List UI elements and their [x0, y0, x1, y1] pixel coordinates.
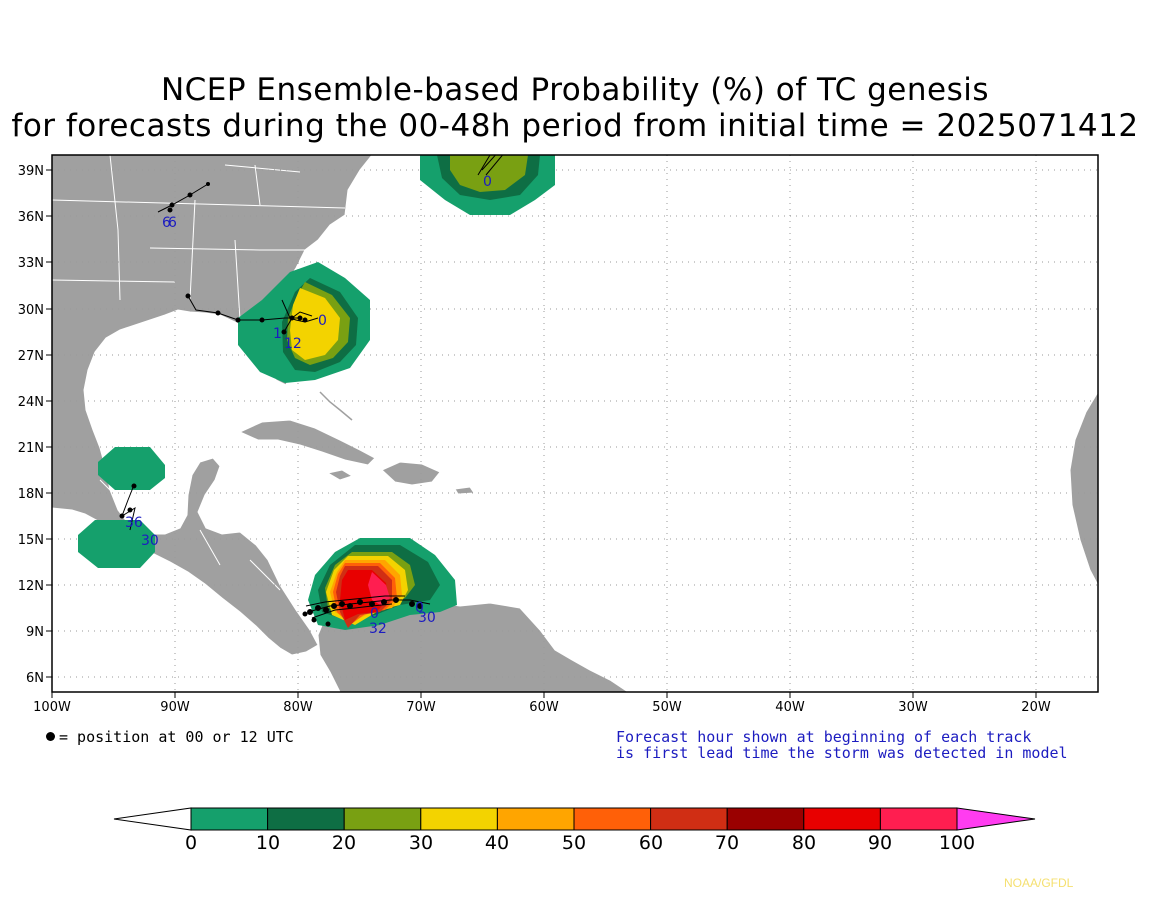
lat-label: 18N — [18, 487, 44, 502]
title-line-2: for forecasts during the 00-48h period f… — [11, 108, 1139, 144]
map-frame — [51, 154, 1099, 693]
colorbar-bin — [879, 807, 958, 831]
lat-label: 24N — [18, 395, 44, 410]
lon-label: 20W — [1021, 700, 1051, 715]
position-legend: = position at 00 or 12 UTC — [46, 728, 294, 746]
africa-land — [1069, 391, 1098, 586]
colorbar-label: 80 — [792, 832, 816, 854]
forecast-note-line-1: Forecast hour shown at beginning of each… — [616, 728, 1032, 746]
jamaica-land — [326, 469, 354, 481]
colorbar-label: 90 — [868, 832, 892, 854]
storm-tracks — [119, 155, 504, 627]
position-legend-text: = position at 00 or 12 UTC — [59, 728, 294, 746]
lon-label: 70W — [406, 700, 436, 715]
lat-label: 21N — [18, 441, 44, 456]
lon-label: 60W — [529, 700, 559, 715]
track-label: 1 — [273, 326, 282, 342]
colorbar-left-arrow — [113, 807, 192, 831]
lat-label: 9N — [26, 625, 44, 640]
track-label: 0 — [415, 600, 424, 616]
lat-label: 33N — [18, 256, 44, 271]
track-label: 30 — [141, 533, 159, 549]
lat-label: 15N — [18, 533, 44, 548]
track-label: 36 — [125, 515, 143, 531]
lat-label: 36N — [18, 210, 44, 225]
contour-fl-40 — [290, 288, 340, 360]
puerto-rico-land — [454, 486, 475, 495]
contour-mx-10b — [78, 520, 155, 568]
lon-label: 30W — [898, 700, 928, 715]
contour-mx-10a — [98, 447, 165, 490]
lat-label: 27N — [18, 349, 44, 364]
colorbar-bin — [650, 807, 728, 831]
track-label: 6 — [168, 215, 177, 231]
track-label: 30 — [418, 610, 436, 626]
colorbar-label: 100 — [939, 832, 975, 854]
colorbar-bin — [803, 807, 881, 831]
longitude-labels: 100W 90W 80W 70W 60W 50W 40W 30W 20W — [33, 700, 1051, 715]
lat-label: 39N — [18, 164, 44, 179]
contour-natl-30 — [450, 155, 528, 192]
colorbar-right-arrow — [956, 807, 1036, 831]
colorbar-label: 0 — [185, 832, 197, 854]
forecast-note-line-2: is first lead time the storm was detecte… — [616, 744, 1068, 762]
colorbar-label: 70 — [715, 832, 739, 854]
colorbar-bin — [267, 807, 345, 831]
track-hour-labels: 6 6 1 12 0 0 0 36 30 32 30 0 — [125, 174, 492, 637]
track-label: 0 — [318, 313, 327, 329]
lon-label: 100W — [33, 700, 71, 715]
axis-ticks — [46, 169, 1037, 698]
state-borders — [52, 155, 346, 591]
lat-label: 30N — [18, 303, 44, 318]
colorbar-bin — [573, 807, 652, 831]
colorbar-label: 60 — [639, 832, 663, 854]
colorbar-label: 50 — [562, 832, 586, 854]
lon-label: 80W — [283, 700, 313, 715]
latitude-labels: 39N 36N 33N 30N 27N 24N 21N 18N 15N 12N … — [18, 164, 44, 686]
colorbar-bin — [343, 807, 422, 831]
credit-text: NOAA/GFDL — [1004, 876, 1074, 890]
colorbar-label: 40 — [485, 832, 509, 854]
colorbar-label: 10 — [256, 832, 280, 854]
position-dot-icon — [46, 732, 55, 741]
track-label: 0 — [483, 174, 492, 190]
bahamas-land — [319, 391, 353, 421]
colorbar-label: 20 — [332, 832, 356, 854]
track-label: 0 — [370, 606, 379, 622]
track-label: 32 — [369, 621, 387, 637]
lat-label: 12N — [18, 579, 44, 594]
colorbar-bin — [726, 807, 805, 831]
track-label: 12 — [284, 336, 302, 352]
graticule — [52, 155, 1098, 692]
hispaniola-land — [381, 461, 441, 486]
lon-label: 90W — [160, 700, 190, 715]
colorbar-label: 30 — [409, 832, 433, 854]
track-label: 6 — [162, 215, 171, 231]
colorbar-bin — [420, 807, 498, 831]
colorbar: 0 10 20 30 40 50 60 70 80 90 100 — [113, 807, 1036, 854]
lon-label: 40W — [775, 700, 805, 715]
colorbar-bin — [496, 807, 575, 831]
lon-label: 50W — [652, 700, 682, 715]
lat-label: 6N — [26, 671, 44, 686]
cuba-land — [238, 419, 376, 466]
title-line-1: NCEP Ensemble-based Probability (%) of T… — [160, 72, 990, 108]
colorbar-bin — [190, 807, 269, 831]
